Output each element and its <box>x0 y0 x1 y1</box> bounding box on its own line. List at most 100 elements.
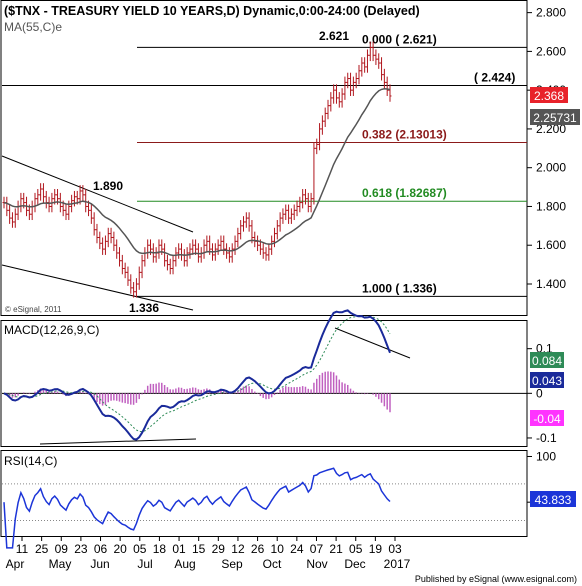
fib-label: 0.618 (1.82687) <box>362 186 447 200</box>
price-bar <box>332 84 336 104</box>
price-bar <box>174 247 178 267</box>
x-day-label: 26 <box>251 542 265 556</box>
price-bar <box>123 262 127 279</box>
price-bar <box>137 266 141 290</box>
macd-title: MACD(12,26,9,C) <box>4 323 99 337</box>
price-bar <box>303 189 307 205</box>
price-bar <box>168 258 172 275</box>
price-bar <box>365 49 369 73</box>
price-bar <box>334 84 338 104</box>
price-bar <box>233 235 237 255</box>
price-bar <box>306 192 310 213</box>
macd-signal-line <box>3 315 391 433</box>
chart-title: ($TNX - TREASURY YIELD 10 YEARS,D) Dynam… <box>4 4 420 18</box>
price-bar <box>239 220 243 240</box>
price-bar <box>222 235 226 255</box>
x-day-label: 10 <box>271 542 285 556</box>
price-bar <box>377 53 381 69</box>
price-tick-label: 2.000 <box>536 161 566 175</box>
price-tick-label: 2.800 <box>536 6 566 20</box>
price-bar <box>346 72 350 89</box>
price-bar <box>284 204 288 221</box>
price-bar <box>241 216 245 232</box>
price-bar <box>360 57 364 77</box>
price-bar <box>84 189 88 213</box>
lower-channel-line <box>1 264 194 311</box>
ma-badge: 2.25731 <box>530 109 580 125</box>
x-month-label: 2017 <box>384 557 411 571</box>
x-day-label: 29 <box>212 542 226 556</box>
price-bar <box>343 76 347 100</box>
x-day-label: 19 <box>369 542 383 556</box>
price-bar <box>236 227 240 248</box>
price-bar <box>349 72 353 96</box>
price-bar <box>13 208 17 228</box>
price-bar <box>126 266 130 286</box>
price-bar <box>315 138 319 155</box>
x-day-label: 11 <box>16 542 29 556</box>
x-day-label: 01 <box>172 542 186 556</box>
macd-value-badge: 0.043 <box>530 372 564 388</box>
annotation-low-1336: 1.336 <box>129 301 159 315</box>
x-month-label: Jul <box>137 557 152 571</box>
x-day-label: 06 <box>94 542 108 556</box>
price-bar <box>329 92 333 112</box>
price-bar <box>298 196 302 213</box>
svg-text:43.833: 43.833 <box>535 493 572 507</box>
price-bar <box>278 212 282 232</box>
price-bar <box>227 247 231 263</box>
price-bar <box>281 208 285 224</box>
price-bar <box>275 220 279 240</box>
price-bar <box>95 223 99 244</box>
price-bar <box>171 254 175 275</box>
macd-tick-label: -0.1 <box>536 431 557 445</box>
fib-label: ( 2.424) <box>474 71 515 85</box>
price-bar <box>267 243 271 261</box>
price-bar <box>312 142 316 205</box>
macd-tick-label: 0 <box>536 386 543 400</box>
price-bar <box>320 115 324 135</box>
x-day-label: 03 <box>388 542 402 556</box>
price-bar <box>270 235 274 255</box>
macd-base-line <box>39 438 197 445</box>
price-bar <box>380 57 384 81</box>
price-bar <box>337 92 341 108</box>
price-bar <box>374 49 378 65</box>
price-tick-label: 1.600 <box>536 238 566 252</box>
price-bar <box>109 227 113 244</box>
macd-line <box>3 309 391 441</box>
price-bar <box>295 200 299 217</box>
price-bar <box>89 204 93 224</box>
price-bar <box>194 239 198 255</box>
price-bar <box>289 208 293 224</box>
rsi-tick-label: 100 <box>536 449 556 463</box>
x-month-label: May <box>49 557 72 571</box>
price-bar <box>205 235 209 252</box>
price-bar <box>244 212 248 228</box>
price-bar <box>39 183 43 201</box>
price-bar <box>118 247 122 267</box>
x-day-label: 07 <box>310 542 324 556</box>
svg-text:-0.04: -0.04 <box>533 412 561 426</box>
x-month-label: Aug <box>174 557 195 571</box>
price-bar <box>247 212 251 232</box>
rsi-title: RSI(14,C) <box>4 454 57 468</box>
price-bar <box>287 204 291 224</box>
trendlines <box>1 155 411 445</box>
x-month-label: Jun <box>90 557 109 571</box>
price-bar <box>132 282 136 298</box>
rsi-line <box>3 467 391 549</box>
macd-divergence-line <box>334 327 411 359</box>
x-day-label: 05 <box>349 542 363 556</box>
price-bar <box>134 278 138 298</box>
price-bar <box>163 243 167 267</box>
price-bar <box>272 227 276 248</box>
annotation-high-1890: 1.890 <box>93 179 123 193</box>
annotation-high-2621: 2.621 <box>319 29 349 43</box>
copyright-label: © eSignal, 2011 <box>5 305 62 314</box>
price-bar <box>106 227 110 248</box>
price-bar <box>371 41 375 62</box>
x-month-label: Nov <box>306 557 327 571</box>
price-bar <box>177 243 181 259</box>
